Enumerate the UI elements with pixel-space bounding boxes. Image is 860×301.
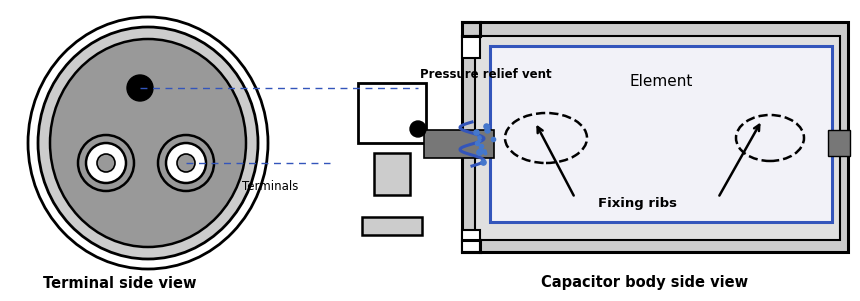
Bar [462, 22, 848, 252]
Bar [424, 130, 494, 158]
Ellipse shape [38, 27, 258, 259]
Circle shape [158, 135, 214, 191]
Circle shape [86, 143, 126, 183]
Circle shape [78, 135, 134, 191]
Text: Element: Element [630, 75, 692, 89]
Bar [828, 130, 850, 156]
Text: Pressure relief vent: Pressure relief vent [420, 69, 551, 82]
Bar [362, 217, 422, 235]
Circle shape [97, 154, 115, 172]
Bar [462, 36, 480, 58]
Bar [374, 153, 410, 195]
Bar [358, 83, 426, 143]
Bar [475, 36, 840, 240]
Bar [462, 230, 480, 252]
Text: Fixing ribs: Fixing ribs [599, 197, 678, 209]
Text: Terminals: Terminals [242, 181, 298, 194]
Text: Terminal side view: Terminal side view [43, 275, 197, 290]
Circle shape [177, 154, 195, 172]
Ellipse shape [50, 39, 246, 247]
Circle shape [410, 121, 426, 137]
Circle shape [127, 75, 153, 101]
Bar [490, 46, 832, 222]
Ellipse shape [28, 17, 268, 269]
Circle shape [166, 143, 206, 183]
Text: Capacitor body side view: Capacitor body side view [542, 275, 748, 290]
